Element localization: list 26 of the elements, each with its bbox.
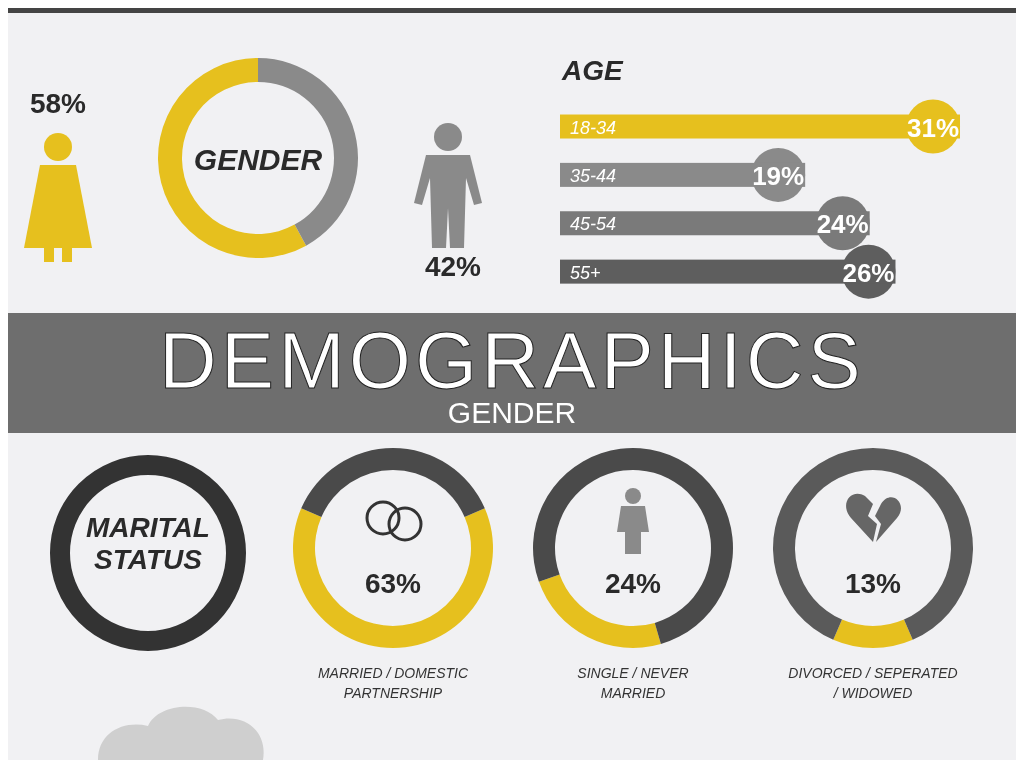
- slice-label: DIVORCED / SEPERATED / WIDOWED: [788, 665, 958, 701]
- donut-slice: [293, 508, 493, 648]
- data-label: 42%: [424, 251, 482, 282]
- donut-slice: [833, 619, 913, 648]
- text: MARITAL STATUS: [86, 512, 210, 575]
- y-tick-label: 18-34: [570, 117, 617, 138]
- data-label: 24%: [604, 568, 662, 599]
- y-tick-label: 35-44: [570, 165, 617, 186]
- data-label: 24%: [816, 209, 869, 240]
- data-label: 19%: [752, 160, 805, 191]
- text: GENDER: [193, 143, 323, 176]
- donut-slice: [773, 448, 973, 640]
- data-label: 63%: [364, 568, 422, 599]
- data-label: 26%: [842, 257, 895, 288]
- y-tick-label: 45-54: [570, 214, 617, 235]
- data-label: 58%: [29, 88, 87, 119]
- y-tick-label: 55+: [570, 262, 601, 283]
- slice-label: SINGLE / NEVER MARRIED: [577, 665, 689, 701]
- data-label: 31%: [906, 112, 960, 143]
- donut-slice: [533, 448, 733, 645]
- donut-slice: [538, 574, 661, 648]
- chart-title: AGE: [561, 55, 624, 86]
- donut-slice: [301, 448, 485, 518]
- slice-label: MARRIED / DOMESTIC PARTNERSHIP: [317, 665, 469, 701]
- text: GENDER: [447, 396, 577, 429]
- data-label: 13%: [844, 568, 902, 599]
